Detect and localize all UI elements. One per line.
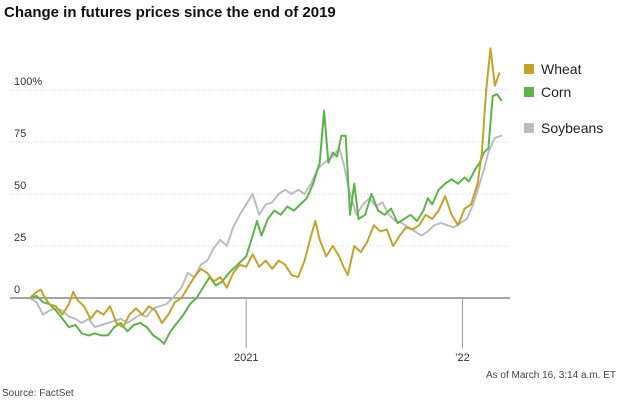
y-tick-label: 50 — [14, 180, 26, 192]
x-tick-label: ’22 — [455, 352, 470, 364]
x-tick-label: 2021 — [234, 352, 258, 364]
source-note: Source: FactSet — [2, 388, 74, 399]
legend-label-corn: Corn — [541, 84, 571, 100]
legend-label-soybeans: Soybeans — [541, 120, 603, 136]
timestamp-note: As of March 16, 3:14 a.m. ET — [486, 370, 616, 381]
series-line-wheat — [29, 47, 501, 329]
series-line-soybeans — [29, 134, 503, 329]
series-lines — [29, 47, 503, 345]
legend-swatch-corn — [524, 87, 534, 97]
series-line-corn — [29, 93, 503, 345]
legend-label-wheat: Wheat — [541, 61, 582, 77]
y-tick-label: 100% — [14, 76, 42, 88]
chart-title: Change in futures prices since the end o… — [4, 4, 336, 21]
gridlines: 0 25 50 75 100% 2021 ’22 — [10, 76, 510, 364]
y-tick-label: 0 — [14, 284, 20, 296]
legend-swatch-soybeans — [524, 123, 534, 133]
legend: Wheat Corn Soybeans — [524, 61, 603, 136]
y-tick-label: 75 — [14, 128, 26, 140]
legend-swatch-wheat — [524, 64, 534, 74]
y-tick-label: 25 — [14, 232, 26, 244]
